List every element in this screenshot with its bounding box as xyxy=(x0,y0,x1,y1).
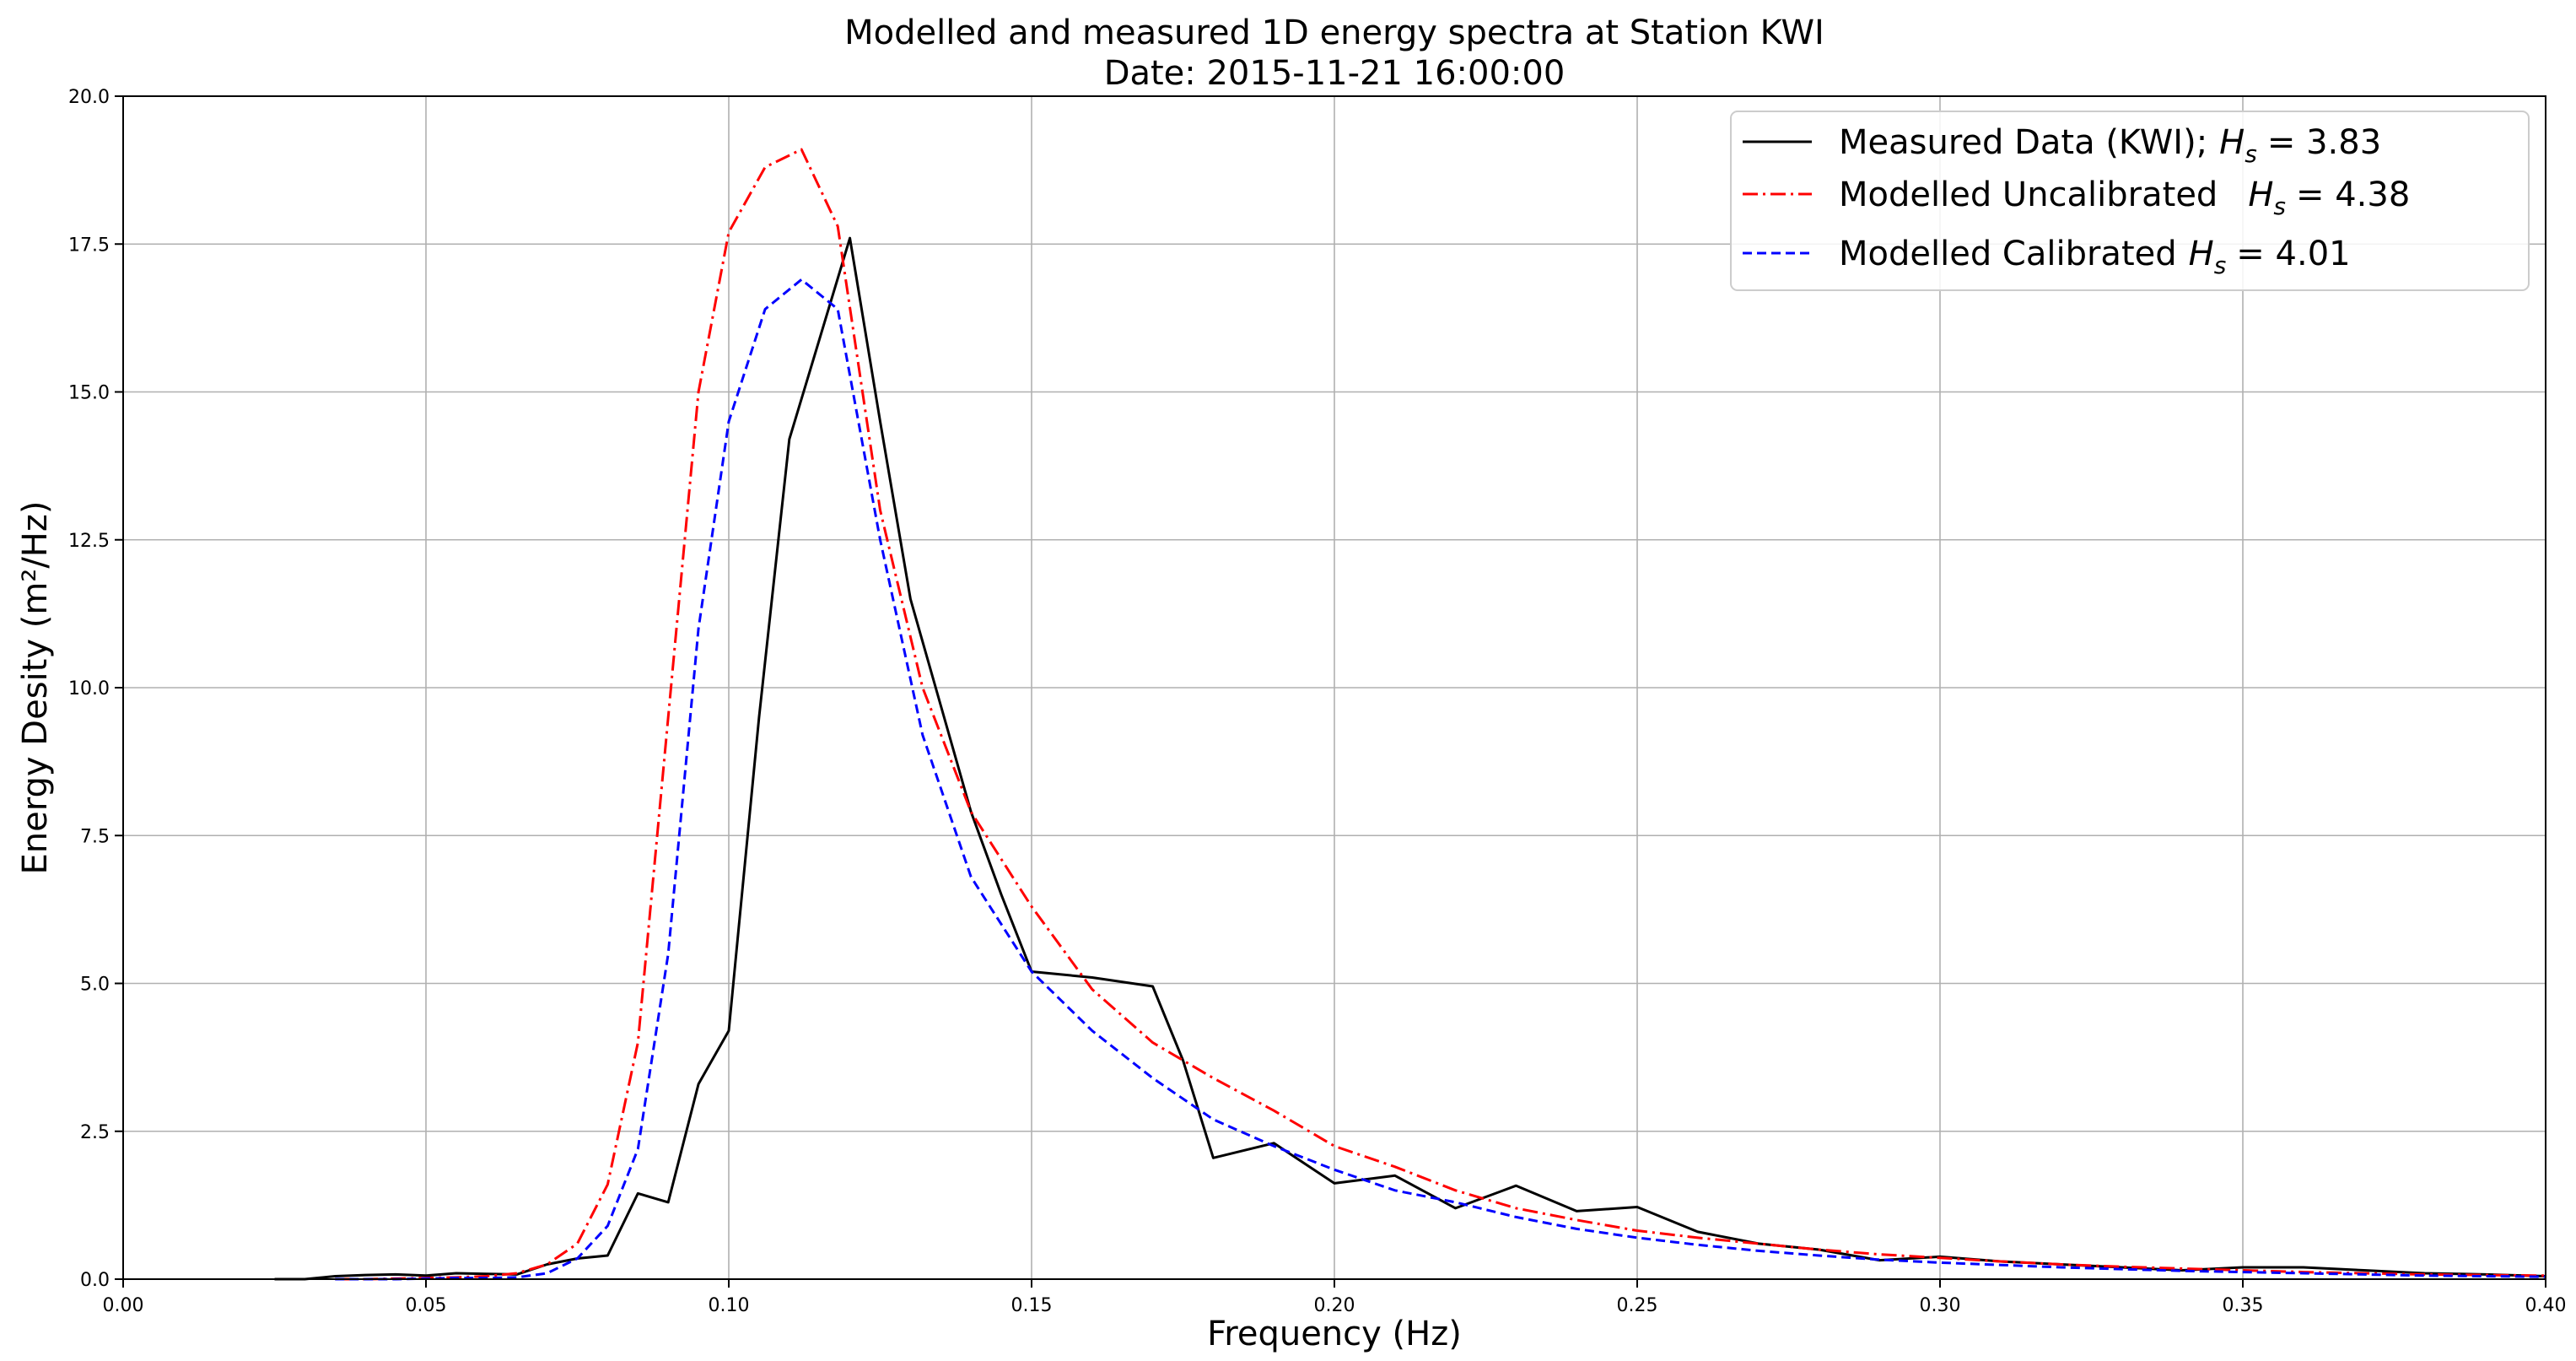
legend-hs-subscript: s xyxy=(2214,251,2227,279)
series-line-uncalibrated xyxy=(335,148,2546,1281)
legend-label-calibrated: Modelled Calibrated xyxy=(1839,235,2177,273)
legend-label-uncalibrated: Modelled Uncalibrated xyxy=(1839,176,2218,214)
series-line-calibrated xyxy=(335,278,2546,1281)
x-tick-label: 0.35 xyxy=(2223,1295,2264,1316)
y-axis-label: Energy Desity (m²/Hz) xyxy=(16,501,55,875)
y-tick-label: 20.0 xyxy=(68,87,110,108)
y-tick-label: 17.5 xyxy=(68,235,110,256)
legend-hs-subscript: s xyxy=(2273,192,2286,220)
legend-value-calibrated: = 4.01 xyxy=(2236,235,2350,273)
y-tick-label: 5.0 xyxy=(80,975,110,996)
y-tick-label: 10.0 xyxy=(68,678,110,699)
legend-hs-symbol: H xyxy=(2248,176,2273,214)
legend-entry-calibrated: Modelled Calibrated Hs = 4.01 xyxy=(1839,235,2351,279)
legend-hs-symbol: H xyxy=(2219,123,2245,162)
legend-entry-measured: Measured Data (KWI); Hs = 3.83 xyxy=(1839,123,2381,168)
legend: Measured Data (KWI); Hs = 3.83 Modelled Un… xyxy=(1730,111,2530,291)
legend-entry-uncalibrated: Modelled Uncalibrated Hs = 4.38 xyxy=(1839,176,2410,220)
series-layer xyxy=(274,148,2546,1281)
y-tick-label: 2.5 xyxy=(80,1122,110,1143)
chart-subtitle: Date: 2015-11-21 16:00:00 xyxy=(1104,54,1566,93)
legend-label-measured: Measured Data (KWI); xyxy=(1839,123,2207,162)
x-tick-label: 0.05 xyxy=(406,1295,447,1316)
x-tick-label: 0.00 xyxy=(103,1295,144,1316)
legend-hs-symbol: H xyxy=(2189,235,2214,273)
y-tick-label: 15.0 xyxy=(68,383,110,404)
y-tick-label: 0.0 xyxy=(80,1270,110,1291)
y-tick-label: 7.5 xyxy=(80,826,110,847)
y-tick-label: 12.5 xyxy=(68,531,110,552)
legend-value-measured: = 3.83 xyxy=(2267,123,2381,162)
x-tick-label: 0.15 xyxy=(1011,1295,1053,1316)
legend-box xyxy=(1730,111,2530,291)
x-tick-label: 0.10 xyxy=(709,1295,750,1316)
grid xyxy=(123,96,2546,1279)
x-tick-label: 0.20 xyxy=(1314,1295,1355,1316)
legend-value-uncalibrated: = 4.38 xyxy=(2296,176,2410,214)
axis-ticks: 0.00 0.05 0.10 0.15 0.20 0.25 0.30 0.35 0.40 0.0 2… xyxy=(68,87,2566,1316)
x-tick-label: 0.40 xyxy=(2525,1295,2567,1316)
chart-title: Modelled and measured 1D energy spectra … xyxy=(844,14,1824,52)
x-tick-label: 0.30 xyxy=(1920,1295,1961,1316)
legend-hs-subscript: s xyxy=(2245,140,2257,168)
x-axis-label: Frequency (Hz) xyxy=(1207,1315,1462,1353)
x-tick-label: 0.25 xyxy=(1617,1295,1658,1316)
